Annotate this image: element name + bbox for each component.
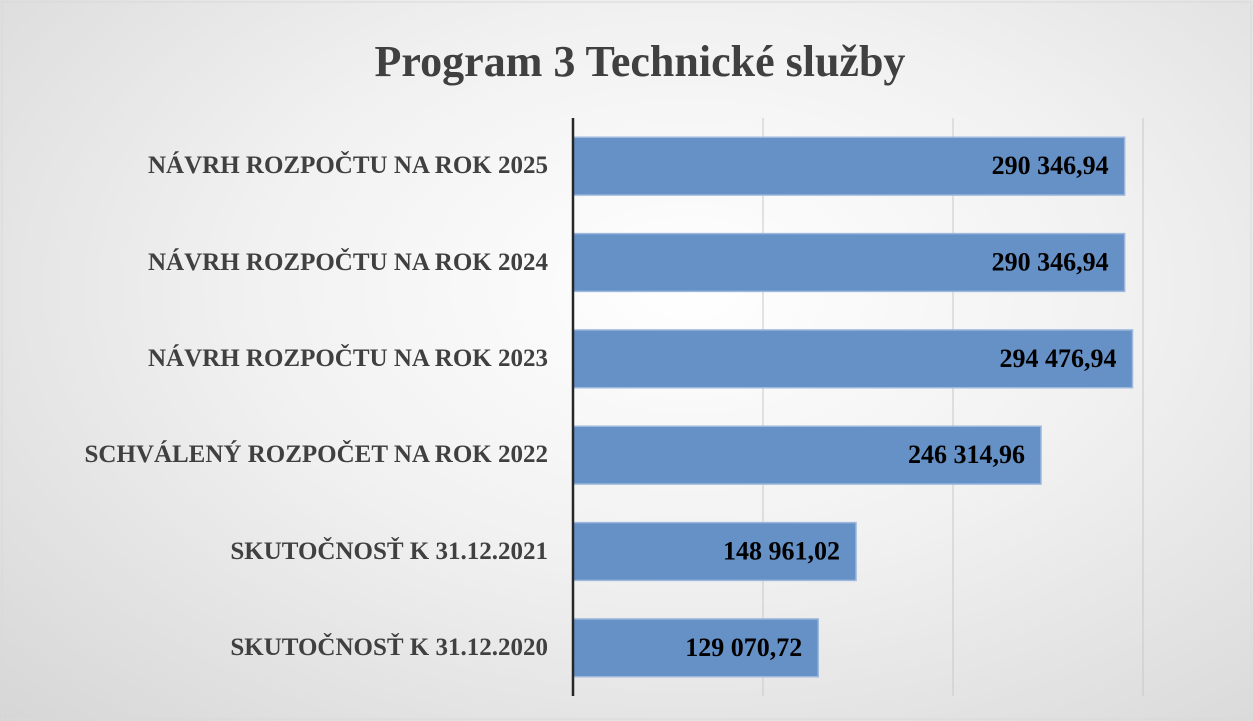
y-tick-label: NÁVRH ROZPOČTU NA ROK 2025 bbox=[147, 152, 548, 180]
chart-title: Program 3 Technické služby bbox=[375, 37, 906, 86]
value-label: 290 346,94 bbox=[992, 151, 1109, 180]
y-tick-label: NÁVRH ROZPOČTU NA ROK 2023 bbox=[147, 344, 548, 372]
category-label-box: SKUTOČNOSŤ K 31.12.2020 bbox=[20, 633, 548, 663]
category-label-box: NÁVRH ROZPOČTU NA ROK 2025 bbox=[20, 151, 548, 181]
value-label: 129 070,72 bbox=[685, 633, 802, 662]
y-tick-label: NÁVRH ROZPOČTU NA ROK 2024 bbox=[147, 248, 548, 276]
value-label: 290 346,94 bbox=[992, 247, 1109, 276]
value-label: 246 314,96 bbox=[908, 440, 1025, 469]
category-label-box: NÁVRH ROZPOČTU NA ROK 2024 bbox=[20, 248, 548, 278]
value-label: 294 476,94 bbox=[1000, 344, 1117, 373]
category-label-box: NÁVRH ROZPOČTU NA ROK 2023 bbox=[20, 344, 548, 374]
y-tick-label: SKUTOČNOSŤ K 31.12.2020 bbox=[230, 633, 548, 661]
category-label-box: SKUTOČNOSŤ K 31.12.2021 bbox=[20, 537, 548, 567]
value-label: 148 961,02 bbox=[723, 536, 840, 565]
y-tick-label: SKUTOČNOSŤ K 31.12.2021 bbox=[230, 537, 548, 565]
y-tick-label: SCHVÁLENÝ ROZPOČET NA ROK 2022 bbox=[84, 441, 549, 469]
category-label-box: SCHVÁLENÝ ROZPOČET NA ROK 2022 bbox=[20, 440, 549, 470]
bar bbox=[572, 618, 819, 678]
bar bbox=[572, 232, 1126, 293]
bar bbox=[572, 136, 1126, 196]
